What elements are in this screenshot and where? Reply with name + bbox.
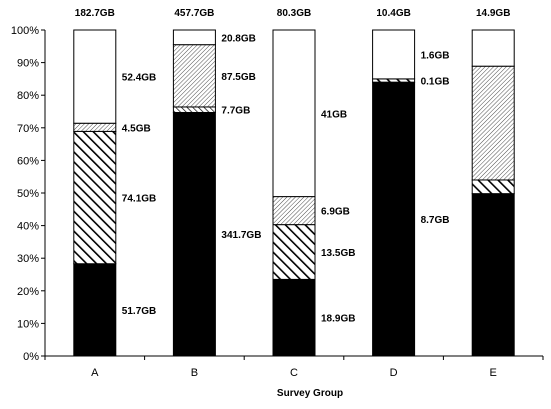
y-tick-label: 30%: [17, 253, 39, 265]
bar-total-label: 80.3GB: [277, 8, 311, 19]
y-tick-label: 60%: [17, 155, 39, 167]
y-tick-label: 40%: [17, 221, 39, 233]
y-tick-label: 100%: [11, 25, 39, 37]
y-tick-label: 50%: [17, 188, 39, 200]
bar-segment-b-4: [172, 29, 216, 46]
bar-segment-a-2: [73, 130, 117, 265]
bar-segment-b-3: [172, 44, 216, 108]
data-label: 52.4GB: [122, 73, 156, 84]
x-tick-label: B: [191, 367, 198, 379]
data-label: 6.9GB: [321, 207, 350, 218]
data-label: 74.1GB: [122, 194, 156, 205]
x-tick-label: E: [490, 367, 497, 379]
y-tick-label: 90%: [17, 58, 39, 70]
bar-segment-d-0: [372, 81, 416, 357]
bar-segment-c-3: [272, 196, 316, 226]
bar-total-label: 10.4GB: [376, 8, 410, 19]
y-tick-label: 0%: [23, 351, 39, 363]
data-label: 51.7GB: [122, 306, 156, 317]
x-axis-label: Survey Group: [277, 388, 343, 399]
bar-segment-d-4: [372, 29, 416, 80]
bar-segment-a-0: [73, 263, 117, 357]
axes: 0% 10% 20% 30% 40% 50% 60% 70% 80% 90% 100% A B C D E: [11, 25, 544, 379]
data-label: 7.7GB: [221, 106, 250, 117]
bar-total-label: 182.7GB: [75, 8, 115, 19]
bar-segment-e-3: [471, 65, 515, 181]
data-label: 18.9GB: [321, 314, 355, 325]
bar-segment-e-0: [471, 193, 515, 357]
bar-total-label: 457.7GB: [174, 8, 214, 19]
bar-segment-c-2: [272, 224, 316, 280]
data-label: 341.7GB: [221, 230, 261, 241]
x-tick-label: A: [91, 367, 99, 379]
data-label: 1.6GB: [421, 50, 450, 61]
bar-segment-a-3: [73, 122, 117, 132]
bar-segment-c-4: [272, 29, 316, 198]
y-tick-label: 10%: [17, 318, 39, 330]
y-tick-label: 70%: [17, 123, 39, 135]
data-label: 41GB: [321, 109, 347, 120]
bar-total-label: 14.9GB: [476, 8, 510, 19]
bar-segment-b-0: [172, 111, 216, 357]
data-label: 0.1GB: [421, 77, 450, 88]
data-labels-group: 51.7GB 74.1GB 4.5GB 52.4GB 182.7GB 341.7GB 7.7…: [75, 8, 511, 325]
x-tick-label: C: [290, 367, 298, 379]
data-label: 4.5GB: [122, 123, 151, 134]
bar-segment-e-4: [471, 29, 515, 67]
data-label: 8.7GB: [421, 215, 450, 226]
bar-segment-b-1: [172, 106, 216, 113]
data-label: 20.8GB: [221, 33, 255, 44]
bars-group: [73, 29, 515, 357]
data-label: 13.5GB: [321, 248, 355, 259]
x-tick-label: D: [390, 367, 398, 379]
y-tick-label: 80%: [17, 90, 39, 102]
bar-segment-a-4: [73, 29, 117, 124]
y-tick-label: 20%: [17, 286, 39, 298]
bar-segment-c-0: [272, 278, 316, 357]
data-label: 87.5GB: [221, 72, 255, 83]
bar-segment-e-2: [471, 179, 515, 195]
